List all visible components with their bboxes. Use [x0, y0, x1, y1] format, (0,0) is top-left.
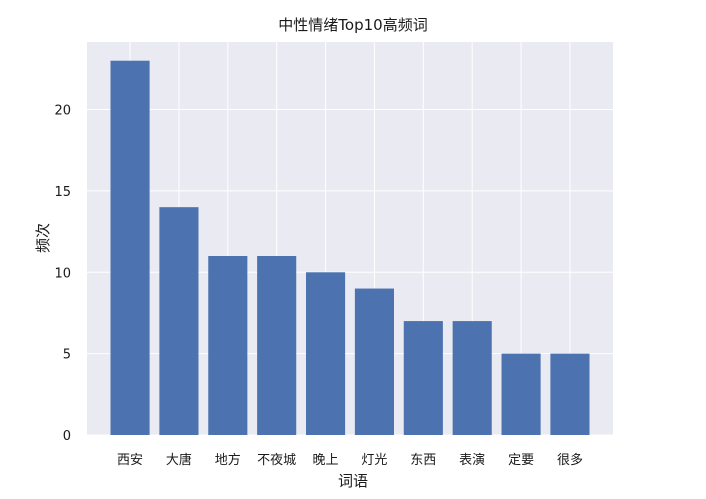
y-tick-label: 15 [54, 185, 71, 200]
x-tick-label: 灯光 [361, 453, 387, 468]
x-axis-label: 词语 [338, 472, 368, 490]
x-tick-label: 定要 [508, 453, 534, 468]
y-tick-label: 10 [54, 266, 71, 281]
x-tick-label: 不夜城 [257, 453, 296, 468]
y-tick-label: 20 [54, 104, 71, 119]
bar [257, 255, 297, 435]
x-tick-label: 东西 [410, 453, 436, 468]
bar [403, 321, 443, 435]
x-tick-label: 地方 [215, 452, 241, 468]
bar [501, 353, 541, 435]
x-tick-label: 晚上 [313, 453, 339, 468]
x-tick-label: 很多 [557, 452, 583, 468]
bar [159, 207, 199, 435]
bar [452, 321, 492, 435]
y-tick-label: 0 [63, 429, 71, 444]
x-tick-label: 西安 [117, 453, 143, 468]
bar [354, 288, 394, 435]
bar [550, 353, 590, 435]
x-tick-label: 表演 [459, 452, 485, 468]
x-axis-ticks: 西安 大唐 地方 不夜城 晚上 灯光 东西 表演 定要 很多 [117, 452, 583, 468]
bar [110, 60, 150, 435]
y-tick-label: 5 [63, 348, 71, 363]
y-axis-label: 频次 [34, 223, 52, 253]
x-tick-label: 大唐 [166, 452, 192, 468]
bars [110, 60, 590, 435]
chart-title: 中性情绪Top10高频词 [278, 16, 427, 34]
bar [208, 255, 248, 435]
y-axis-ticks: 0 5 10 15 20 [54, 104, 71, 444]
bar [306, 272, 346, 435]
